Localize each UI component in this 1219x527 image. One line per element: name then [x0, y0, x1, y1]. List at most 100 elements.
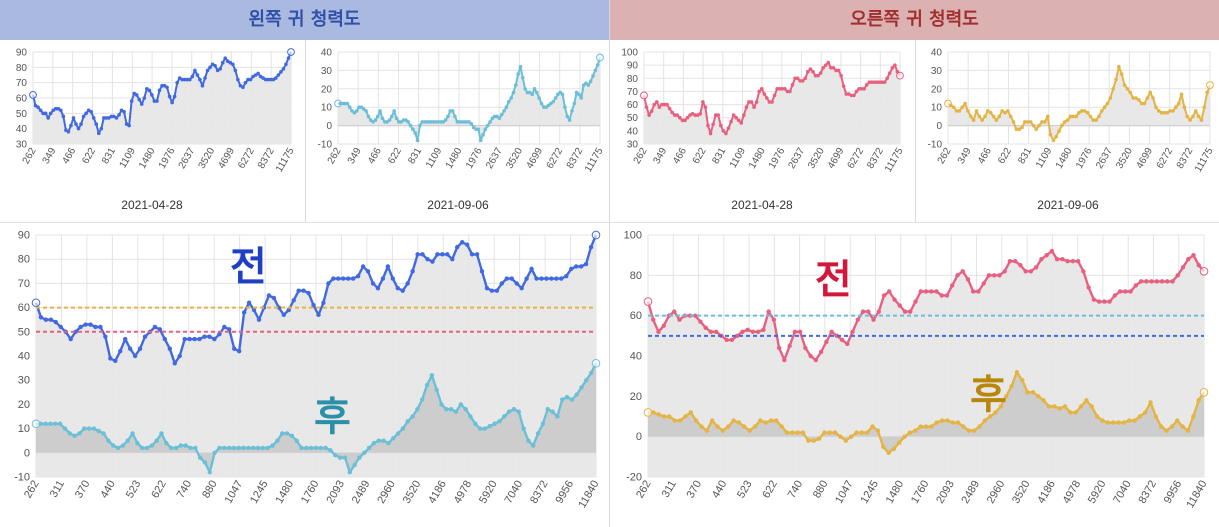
data-point	[771, 317, 777, 322]
data-point	[834, 68, 838, 73]
data-point	[675, 113, 680, 117]
data-point	[236, 77, 240, 82]
data-point	[1033, 265, 1039, 270]
data-point	[1191, 114, 1195, 119]
data-point	[378, 109, 382, 113]
data-point	[860, 309, 866, 314]
data-point	[43, 421, 48, 426]
x-tick-label: 6272	[236, 146, 257, 171]
data-point	[1151, 96, 1155, 100]
data-point	[1003, 110, 1007, 115]
data-point	[48, 317, 54, 322]
y-tick-label: 20	[321, 84, 333, 95]
y-tick-label: 40	[18, 351, 30, 363]
data-point	[994, 118, 999, 122]
data-point	[792, 329, 798, 334]
data-point	[516, 72, 520, 76]
data-point	[1045, 114, 1050, 119]
data-point	[761, 327, 766, 332]
data-point	[370, 281, 376, 286]
data-point	[693, 418, 699, 423]
data-point	[1199, 118, 1204, 122]
data-point	[1034, 127, 1039, 132]
data-point	[236, 348, 242, 354]
data-point	[720, 428, 726, 433]
data-point	[232, 346, 237, 351]
x-tick-label: 9956	[554, 479, 577, 506]
data-point	[839, 337, 845, 343]
data-point	[284, 62, 288, 67]
data-point	[429, 373, 435, 378]
data-point	[103, 334, 108, 339]
data-point	[866, 309, 871, 314]
data-point	[286, 307, 291, 313]
data-point	[971, 118, 976, 122]
data-point	[1180, 424, 1185, 429]
data-point	[1023, 269, 1028, 274]
data-point	[531, 443, 536, 448]
data-point	[1023, 120, 1027, 124]
data-point	[188, 77, 192, 82]
data-point	[109, 114, 114, 119]
data-point	[270, 443, 275, 448]
y-tick-label: 50	[16, 109, 28, 120]
x-tick-label: 2093	[934, 479, 957, 506]
data-point	[1107, 299, 1112, 304]
data-point	[38, 108, 43, 113]
after-label: 후	[314, 394, 351, 440]
data-point	[418, 123, 422, 128]
data-point	[724, 131, 728, 136]
data-point	[823, 63, 828, 67]
data-point	[91, 426, 97, 431]
data-point	[1196, 398, 1201, 403]
data-point	[729, 337, 735, 343]
data-point	[380, 276, 386, 281]
data-point	[443, 118, 448, 122]
data-point	[871, 317, 876, 322]
data-point	[73, 329, 78, 334]
data-point	[998, 404, 1004, 409]
x-tick-label: 11840	[576, 479, 601, 511]
data-point	[346, 276, 351, 281]
data-point	[1057, 129, 1061, 133]
data-point	[677, 418, 683, 423]
data-point	[354, 109, 359, 113]
x-tick-label: 11175	[883, 146, 906, 175]
data-point	[870, 424, 875, 429]
data-point	[951, 105, 956, 109]
data-point	[1154, 279, 1159, 284]
data-point	[207, 469, 212, 475]
data-point	[939, 418, 945, 423]
data-point	[755, 329, 761, 334]
data-point	[117, 113, 121, 117]
data-point	[706, 123, 710, 128]
x-tick-label: 1976	[1074, 146, 1095, 171]
data-point	[1073, 410, 1078, 415]
data-point	[577, 92, 581, 97]
data-point	[862, 87, 866, 91]
data-point	[144, 445, 150, 451]
data-point	[246, 77, 250, 82]
data-point	[1048, 133, 1053, 137]
data-point	[365, 269, 371, 274]
x-tick-label: 622	[80, 146, 98, 166]
data-point	[747, 100, 751, 104]
y-tick-label: 20	[931, 84, 943, 95]
data-point	[1074, 114, 1078, 119]
data-point	[532, 87, 537, 91]
data-point	[455, 244, 460, 250]
data-point	[1085, 110, 1090, 115]
data-point	[72, 433, 77, 439]
data-point	[983, 114, 987, 119]
data-point	[1139, 101, 1144, 106]
data-point	[595, 63, 600, 67]
data-point	[147, 88, 152, 93]
data-point	[787, 343, 792, 349]
data-point	[997, 273, 1002, 278]
data-point	[971, 428, 977, 433]
data-point	[709, 418, 715, 423]
data-point	[345, 101, 350, 106]
data-point	[1051, 138, 1056, 143]
data-point	[651, 317, 656, 322]
x-tick-label: 11175	[583, 146, 606, 175]
